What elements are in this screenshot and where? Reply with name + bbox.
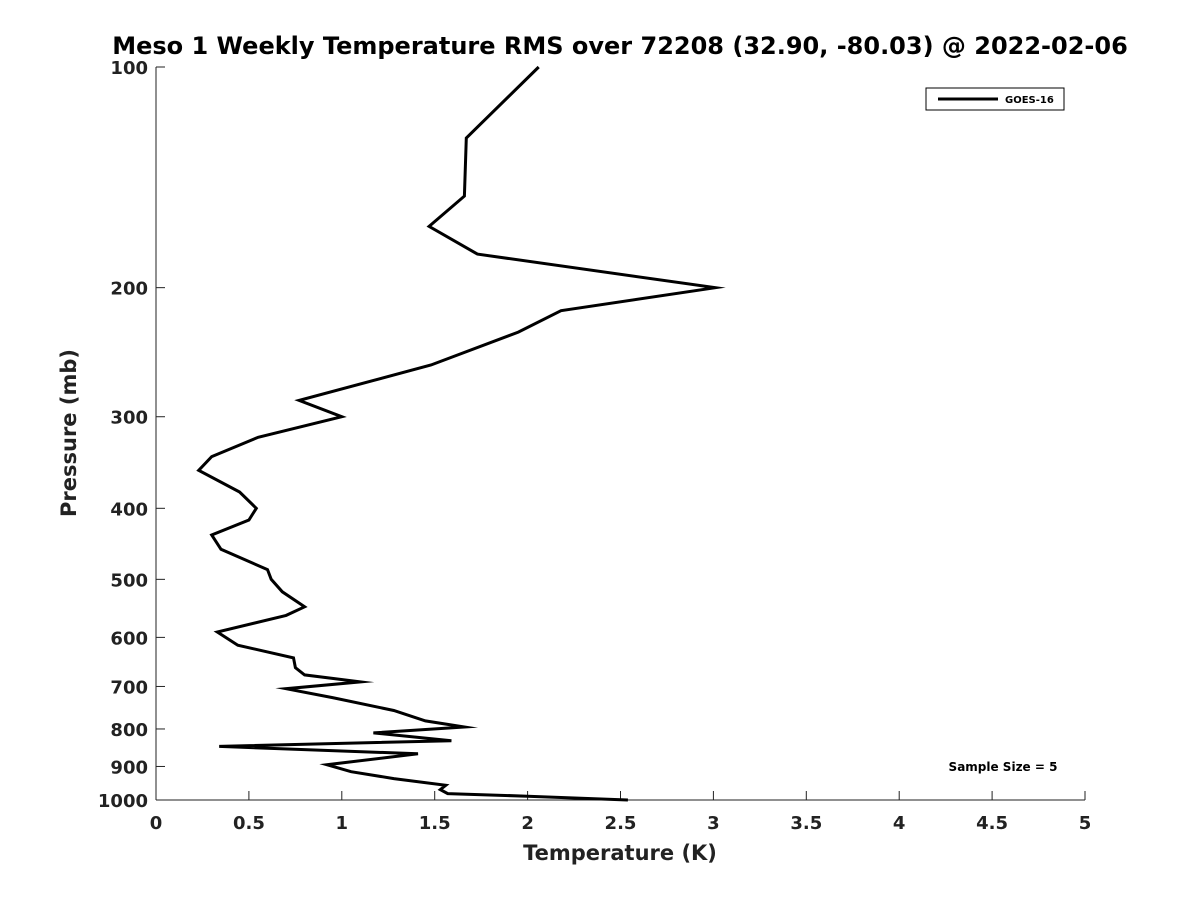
legend-label-goes-16: GOES-16 bbox=[1005, 95, 1054, 106]
y-tick-label: 600 bbox=[110, 628, 148, 649]
series-layer bbox=[196, 65, 726, 802]
y-tick-label: 400 bbox=[110, 499, 148, 520]
x-tick-label: 0.5 bbox=[233, 813, 265, 834]
x-tick-label: 4.5 bbox=[976, 813, 1008, 834]
x-tick-label: 1.5 bbox=[419, 813, 451, 834]
x-axis-ticks: 0 0.5 1 1.5 2 2.5 3 3.5 4 4.5 5 bbox=[150, 791, 1092, 834]
y-tick-label: 700 bbox=[110, 677, 148, 698]
legend: GOES-16 bbox=[925, 87, 1065, 111]
y-tick-label: 900 bbox=[110, 757, 148, 778]
chart-title: Meso 1 Weekly Temperature RMS over 72208… bbox=[112, 32, 1128, 60]
y-tick-label: 100 bbox=[110, 58, 148, 79]
y-axis-label: Pressure (mb) bbox=[57, 349, 81, 517]
y-tick-label: 1000 bbox=[98, 791, 148, 812]
y-tick-label: 500 bbox=[110, 570, 148, 591]
x-tick-label: 2.5 bbox=[605, 813, 637, 834]
x-tick-label: 1 bbox=[336, 813, 349, 834]
x-tick-label: 0 bbox=[150, 813, 163, 834]
x-tick-label: 3.5 bbox=[790, 813, 822, 834]
x-axis-label: Temperature (K) bbox=[523, 841, 717, 865]
sample-size-annotation: Sample Size = 5 bbox=[949, 760, 1058, 774]
x-tick-label: 3 bbox=[707, 813, 720, 834]
x-tick-label: 5 bbox=[1079, 813, 1092, 834]
y-tick-label: 200 bbox=[110, 279, 148, 300]
y-tick-label: 300 bbox=[110, 408, 148, 429]
y-tick-label: 800 bbox=[110, 720, 148, 741]
x-tick-label: 2 bbox=[521, 813, 534, 834]
series-line-goes-16 bbox=[196, 65, 726, 802]
y-axis-ticks: 100 200 300 400 500 600 700 800 900 1000 bbox=[98, 58, 165, 812]
x-tick-label: 4 bbox=[893, 813, 906, 834]
